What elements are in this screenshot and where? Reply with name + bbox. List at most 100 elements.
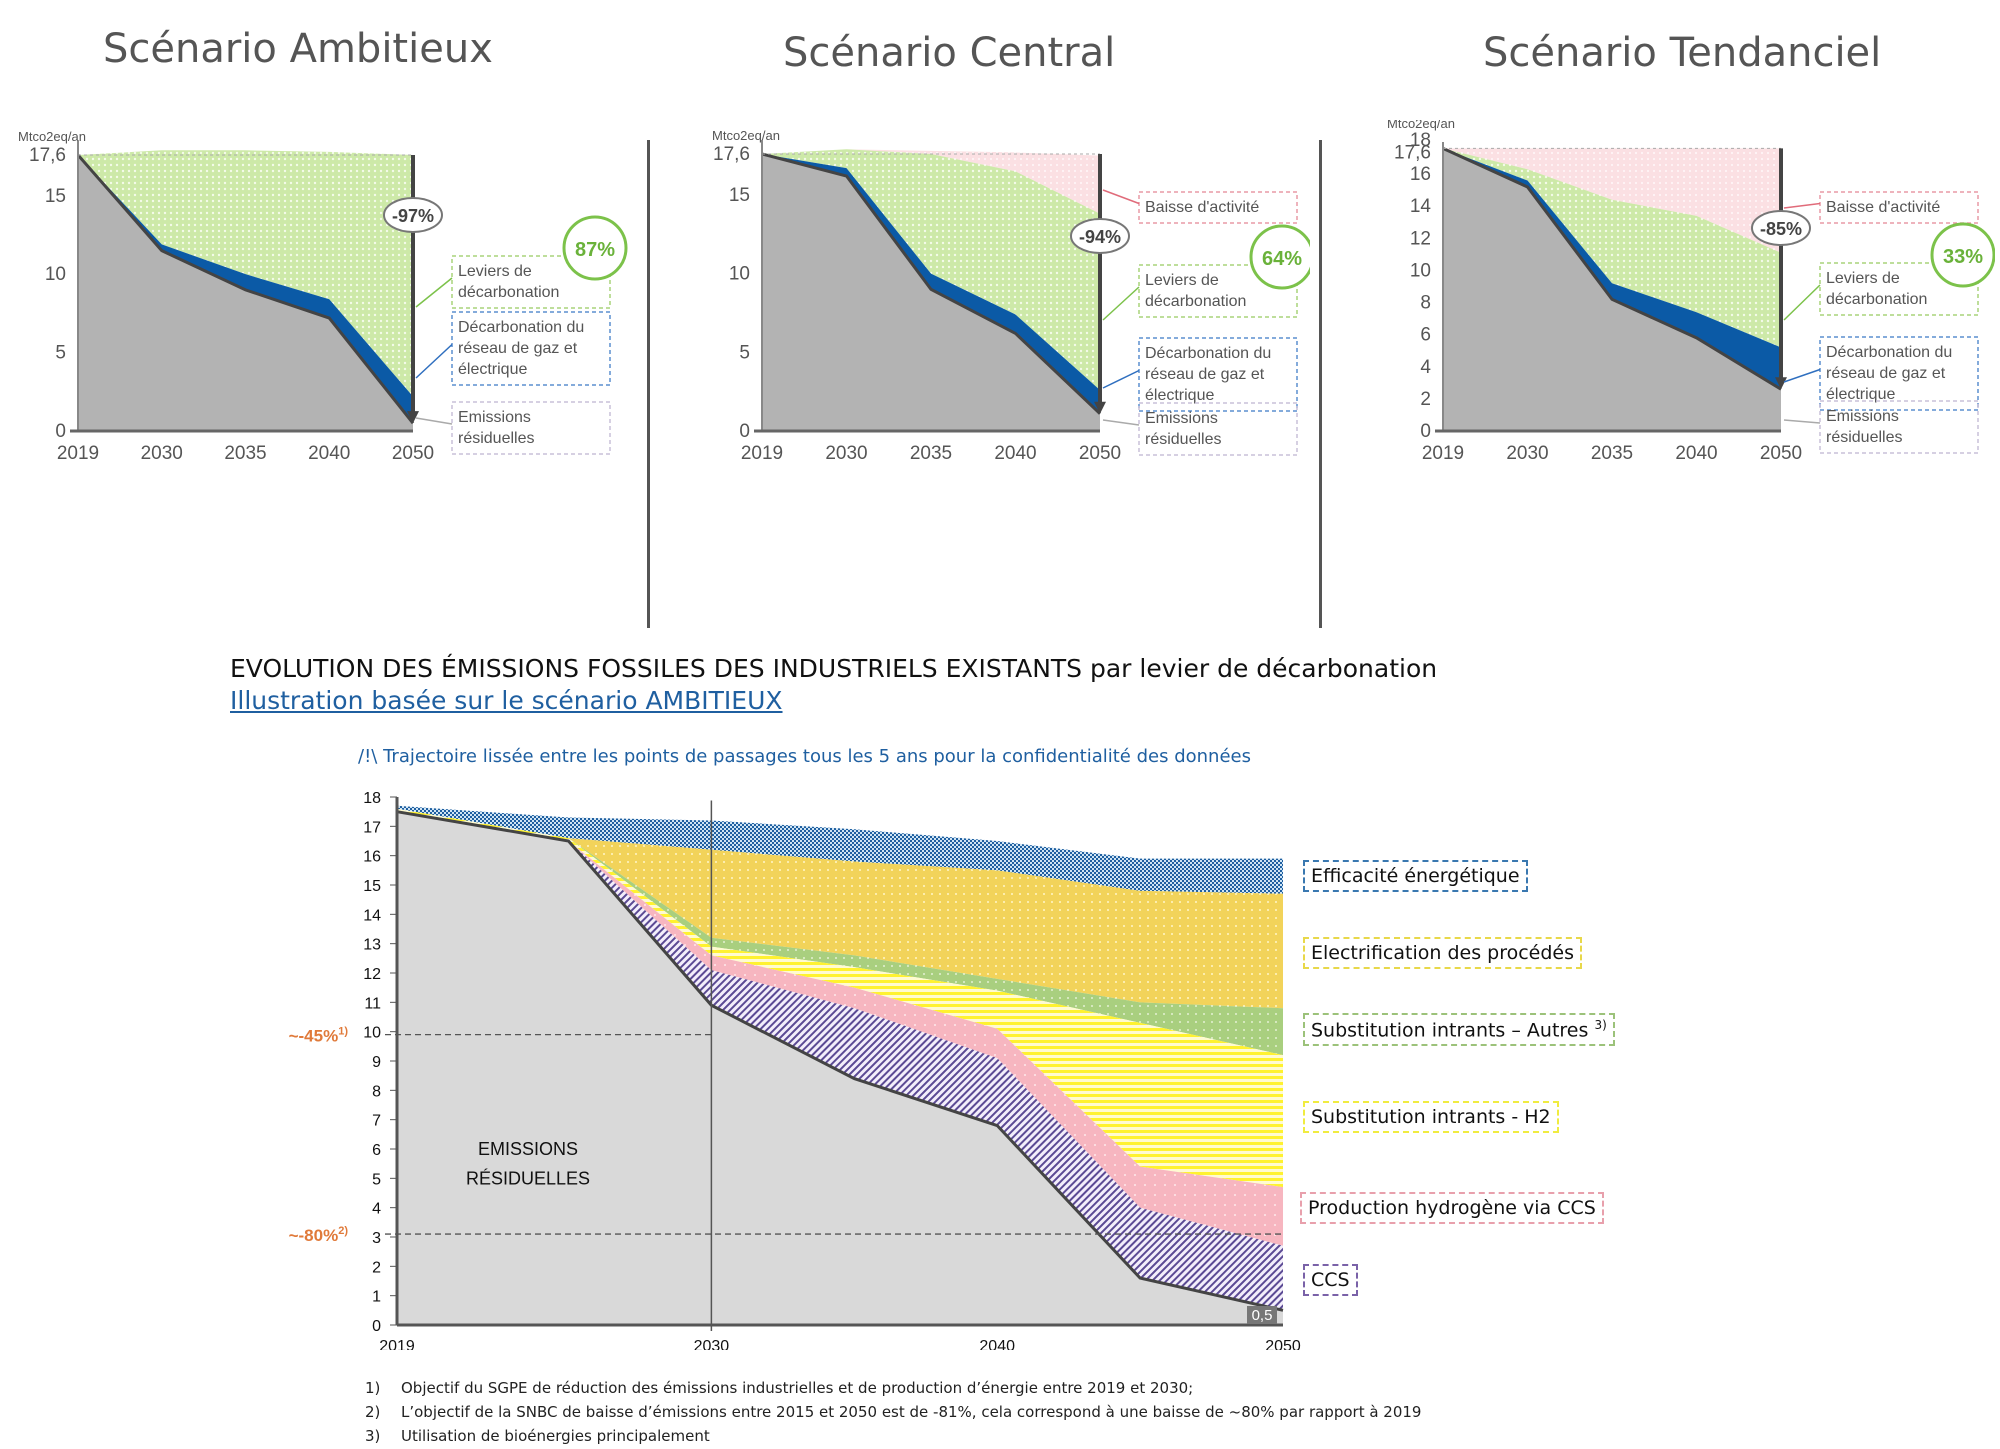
footnote-1: 1) Objectif du SGPE de réduction des émis… (365, 1379, 1194, 1397)
x-tick-label: 2030 (694, 1338, 730, 1350)
label-connector (415, 277, 453, 308)
y-tick-label: 16 (1410, 164, 1431, 185)
y-tick-label: 8 (1420, 293, 1431, 314)
legend-footnote-ref: 3) (1594, 1018, 1607, 1032)
label-text: électrique (458, 361, 527, 378)
area-h2-via-ccs (397, 811, 1283, 1246)
y-axis-unit: Mtco2eq/an (1387, 120, 1455, 131)
x-tick-label: 2040 (308, 443, 350, 464)
label-connector (1102, 189, 1140, 205)
x-tick-label: 2019 (741, 443, 783, 464)
label-box (1819, 336, 1979, 411)
x-tick-label: 2035 (910, 443, 952, 464)
label-box (1138, 337, 1298, 412)
band-reseau-gaz-electrique (762, 154, 1100, 414)
main-stacked-area-chart: ~-45%1)~-80%2)01234567891011121314151617… (289, 790, 1301, 1350)
y-tick-label: 2 (1420, 389, 1431, 410)
label-text: réseau de gaz et (1145, 366, 1265, 383)
smoothing-warning: /!\ Trajectoire lissée entre les points … (358, 746, 1251, 767)
x-tick-label: 2040 (979, 1338, 1015, 1350)
arrow-head-icon (407, 411, 419, 424)
y-tick-label: 1 (372, 1289, 381, 1306)
label-box (451, 255, 611, 309)
y-tick-label: 10 (45, 264, 66, 285)
label-text: électrique (1826, 386, 1895, 403)
x-tick-label: 2050 (392, 443, 434, 464)
label-text: résiduelles (1145, 431, 1221, 448)
x-tick-label: 2040 (994, 443, 1036, 464)
y-tick-label: 16 (363, 849, 381, 866)
label-text: Leviers de (458, 263, 532, 280)
label-connector (1783, 284, 1821, 321)
y-tick-label: 17 (363, 819, 381, 836)
y-tick-label: 0 (55, 421, 66, 442)
y-tick-label: 15 (45, 186, 66, 207)
label-text: résiduelles (1826, 429, 1902, 446)
scenario-title-tendanciel: Scénario Tendanciel (1483, 30, 1882, 76)
y-tick-label: 17,6 (713, 144, 750, 165)
label-box (1138, 402, 1298, 456)
area-ccs (397, 811, 1283, 1311)
y-tick-label: 15 (729, 185, 750, 206)
legend-label: Electrification des procédés (1311, 942, 1575, 964)
legend-substitution-h2: Substitution intrants - H2 (1303, 1101, 1559, 1133)
label-connector (1783, 419, 1821, 424)
y-tick-label: 5 (55, 343, 66, 364)
label-text: décarbonation (1145, 293, 1246, 310)
label-connector (1102, 286, 1140, 321)
label-connector (1783, 202, 1821, 209)
levers-share-badge (562, 215, 628, 281)
label-text: décarbonation (458, 284, 559, 301)
legend-label: Efficacité énergétique (1311, 865, 1520, 887)
y-tick-label: 17,6 (1394, 142, 1431, 163)
label-connector (1102, 419, 1140, 426)
separator (1319, 140, 1322, 628)
label-text: Baisse d'activité (1826, 199, 1940, 216)
reduction-badge-text: -85% (1760, 219, 1802, 239)
y-tick-label: 5 (372, 1171, 381, 1188)
y-tick-label: 6 (1420, 325, 1431, 346)
x-tick-label: 2050 (1760, 443, 1802, 464)
residual-line (1442, 147, 1782, 391)
scenario-title-central: Scénario Central (783, 30, 1116, 76)
y-tick-label: 15 (363, 878, 381, 895)
end-value-label: 0,5 (1252, 1307, 1273, 1324)
area-substitution-h2 (397, 808, 1283, 1188)
scenario-ambitieux-link[interactable]: Illustration basée sur le scénario AMBIT… (230, 686, 783, 715)
band-emissions-residuelles (1443, 148, 1781, 431)
legend-label: CCS (1311, 1269, 1350, 1291)
legend-electrification: Electrification des procédés (1303, 937, 1583, 969)
legend-h2-ccs: Production hydrogène via CCS (1300, 1192, 1604, 1224)
separator (647, 140, 650, 628)
area-substitution-autres (397, 808, 1283, 1056)
residual-line (76, 154, 415, 425)
y-tick-label: 9 (372, 1054, 381, 1071)
label-text: Emissions (1826, 408, 1899, 425)
label-box (1819, 400, 1979, 454)
label-text: Décarbonation du (1826, 344, 1952, 361)
levers-share-badge (1930, 222, 1995, 288)
y-tick-label: 12 (363, 966, 381, 983)
legend-substitution-autres: Substitution intrants – Autres 3) (1303, 1013, 1615, 1047)
y-tick-label: 18 (1410, 130, 1431, 151)
footnote-2: 2) L’objectif de la SNBC de baisse d’émis… (365, 1403, 1422, 1421)
scenario-chart-ambitieux: Mtco2eq/an 0 5 10 15 17,6 2019 2030 2035 2040 2050… (18, 129, 628, 464)
y-tick-label: 0 (739, 421, 750, 442)
levers-share-text: 64% (1262, 248, 1302, 270)
label-text: Emissions (458, 409, 531, 426)
y-tick-label: 3 (372, 1230, 381, 1247)
target-label: ~-45%1) (289, 1026, 349, 1046)
x-tick-label: 2019 (379, 1338, 415, 1350)
label-box (1819, 191, 1979, 224)
y-tick-label: 17,6 (29, 145, 66, 166)
area-efficacite-energetique (397, 805, 1283, 894)
y-tick-label: 4 (1420, 357, 1431, 378)
band-leviers-decarbonation (1443, 148, 1781, 348)
label-text: décarbonation (1826, 291, 1927, 308)
footnotes: 1) Objectif du SGPE de réduction des émis… (365, 1376, 1421, 1448)
y-tick-label: 10 (729, 264, 750, 285)
x-tick-label: 2019 (1422, 443, 1464, 464)
x-tick-label: 2050 (1265, 1338, 1301, 1350)
label-text: résiduelles (458, 430, 534, 447)
